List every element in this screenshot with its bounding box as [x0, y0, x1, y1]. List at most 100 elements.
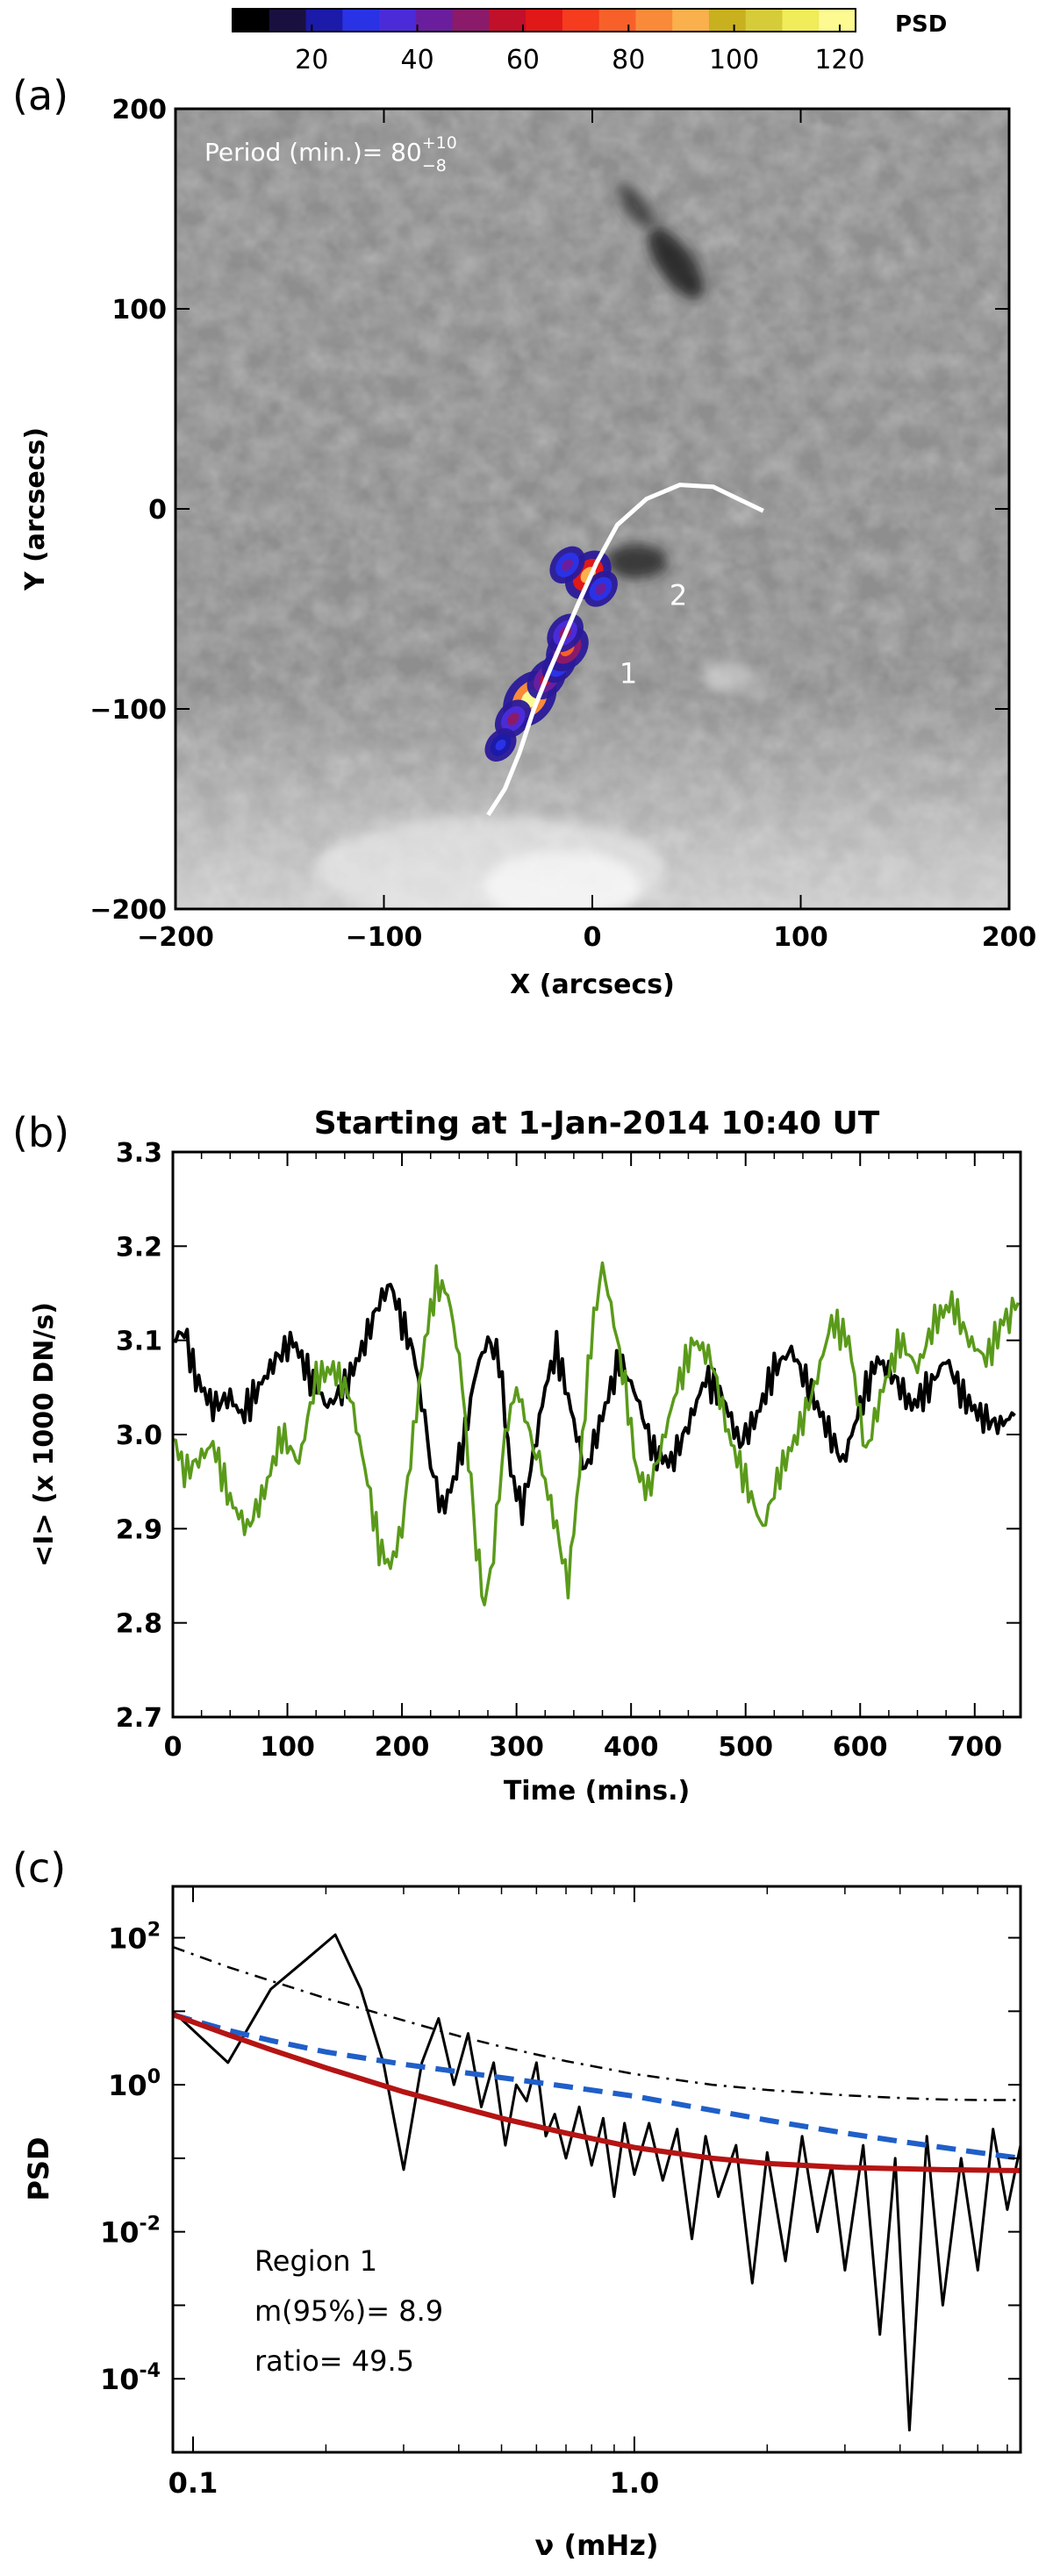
- psd-contour-core: [506, 712, 519, 726]
- panel-b-ylabel: <I> (x 1000 DN/s): [29, 1302, 60, 1567]
- region-label: 2: [670, 578, 687, 612]
- x-tick-label: 100: [260, 1732, 315, 1763]
- bright-patch: [702, 660, 755, 691]
- colorbar-tick-label: 60: [506, 45, 540, 75]
- y-tick-label: 10-2: [100, 2214, 161, 2250]
- x-tick-label: 200: [375, 1732, 430, 1763]
- y-tick-label: 3.1: [116, 1327, 162, 1357]
- colorbar-label: PSD: [895, 11, 947, 38]
- colorbar-cell: [635, 9, 673, 32]
- y-tick-label: 2.9: [116, 1514, 162, 1545]
- y-tick-label: 3.3: [116, 1138, 162, 1169]
- panel-a-axes: −200 −100 0 100 200 −200 −100 0 100 200: [90, 95, 1036, 953]
- stats-region: Region 1: [254, 2244, 377, 2278]
- colorbar-tick-label: 80: [612, 45, 645, 75]
- colorbar-tick-label: 40: [400, 45, 433, 75]
- panel-b: (b) Starting at 1-Jan-2014 10:40 UT 0 100…: [12, 1106, 1022, 1807]
- colorbar-cell: [489, 9, 526, 32]
- panel-b-title: Starting at 1-Jan-2014 10:40 UT: [314, 1106, 880, 1141]
- panel-c-series: [173, 1933, 1021, 2432]
- colorbar: PSD 20 40 60 80 100 120: [232, 8, 947, 75]
- panel-b-letter: (b): [12, 1109, 69, 1156]
- x-tick-label: 100: [773, 922, 828, 953]
- colorbar-tick-label: 100: [709, 45, 759, 75]
- colorbar-cell: [415, 9, 454, 32]
- panel-a-xlabel: X (arcsecs): [510, 970, 675, 1000]
- x-tick-label: −100: [346, 922, 423, 953]
- x-tick-label: 300: [489, 1732, 544, 1763]
- intensity-image: 12: [176, 109, 1009, 909]
- colorbar-cell: [379, 9, 417, 32]
- stats-ratio: ratio= 49.5: [254, 2344, 414, 2378]
- panel-b-xlabel: Time (mins.): [504, 1776, 690, 1807]
- panel-a-ylabel: Y (arcsecs): [20, 427, 51, 591]
- series-green-line: [173, 1261, 1021, 1606]
- colorbar-cell: [672, 9, 710, 32]
- y-tick-label: −200: [90, 895, 167, 926]
- psd-contour-core: [595, 583, 606, 595]
- x-tick-label: 0: [584, 922, 602, 953]
- colorbar-cell: [598, 9, 637, 32]
- dark-filament: [647, 227, 705, 299]
- stats-m95: m(95%)= 8.9: [254, 2294, 443, 2328]
- dark-feature: [605, 544, 667, 579]
- y-tick-label: 0: [148, 495, 167, 526]
- y-tick-label: 10-4: [100, 2360, 161, 2396]
- colorbar-cell: [782, 9, 820, 32]
- region-label: 1: [620, 656, 637, 690]
- colorbar-cells: [233, 9, 856, 32]
- x-tick-label: 200: [982, 922, 1037, 953]
- panel-c: (c) 0.1 1.0 10-4 10-2 100 102 Region 1 m(95%)…: [12, 1844, 1022, 2562]
- panel-c-axes: 0.1 1.0 10-4 10-2 100 102: [100, 1886, 1021, 2500]
- colorbar-cell: [708, 9, 747, 32]
- x-tick-label: 0: [164, 1732, 183, 1763]
- panel-a-annotation: Period (min.)= 80+10 −8: [204, 133, 457, 175]
- x-tick-label: 600: [833, 1732, 888, 1763]
- colorbar-tick-label: 20: [295, 45, 328, 75]
- region-curve: [486, 483, 764, 817]
- series-black-line: [173, 1283, 1016, 1527]
- bright-patch: [483, 851, 641, 909]
- colorbar-cell: [526, 9, 563, 32]
- psd-fit-line: [173, 2012, 1021, 2173]
- psd-significance-line: [173, 1945, 1021, 2101]
- colorbar-cell: [452, 9, 490, 32]
- colorbar-cell: [342, 9, 380, 32]
- psd-mean-dashed-line: [173, 2012, 1021, 2161]
- psd-contours: [484, 546, 618, 762]
- dark-filament: [619, 183, 654, 229]
- y-tick-label: 100: [111, 295, 167, 326]
- y-tick-label: 2.8: [116, 1609, 162, 1640]
- colorbar-cell: [745, 9, 784, 32]
- y-tick-label: 200: [111, 95, 167, 125]
- region-labels: 12: [620, 578, 687, 690]
- x-tick-label: 400: [604, 1732, 659, 1763]
- panel-c-xlabel: ν (mHz): [535, 2529, 659, 2562]
- panel-b-axes: 0 100 200 300 400 500 600 700 2.7 2.8 2.9 3.0 3.1 3.2…: [116, 1138, 1021, 1763]
- x-tick-label: 0.1: [168, 2466, 218, 2500]
- x-tick-label: 1.0: [610, 2466, 660, 2500]
- colorbar-cell: [269, 9, 307, 32]
- colorbar-ticks: 20 40 60 80 100 120: [295, 25, 865, 75]
- y-tick-label: 3.0: [116, 1420, 162, 1451]
- y-tick-label: −100: [90, 695, 167, 726]
- y-tick-label: 102: [108, 1920, 161, 1956]
- panel-a-letter: (a): [12, 72, 68, 119]
- y-tick-label: 100: [108, 2066, 161, 2102]
- colorbar-frame: [232, 8, 856, 32]
- panel-c-frame: [171, 1885, 1022, 2454]
- y-tick-label: 2.7: [116, 1703, 162, 1734]
- x-tick-label: 700: [947, 1732, 1002, 1763]
- x-tick-label: −200: [137, 922, 214, 953]
- colorbar-cell: [562, 9, 600, 32]
- x-tick-label: 500: [718, 1732, 773, 1763]
- colorbar-tick-label: 120: [814, 45, 864, 75]
- colorbar-cell: [233, 9, 270, 32]
- panel-c-letter: (c): [12, 1844, 66, 1892]
- panel-b-series: [173, 1261, 1021, 1606]
- colorbar-cell: [819, 9, 856, 32]
- psd-contour-core: [495, 739, 506, 751]
- y-tick-label: 3.2: [116, 1232, 162, 1263]
